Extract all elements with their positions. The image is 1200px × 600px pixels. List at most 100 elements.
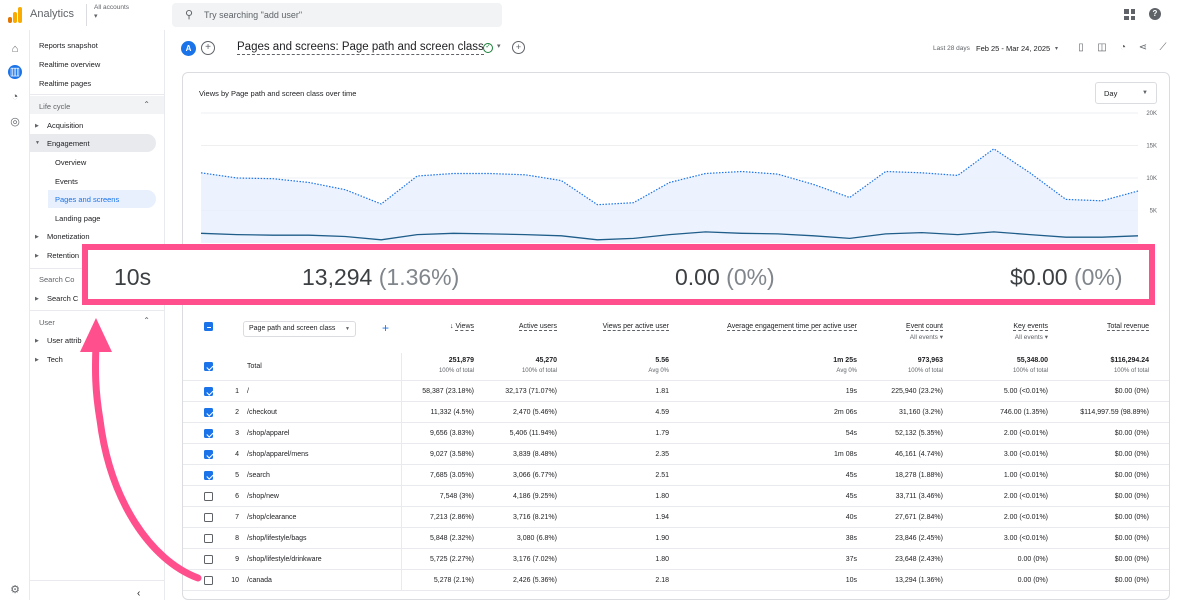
cell-events: 23,846 (2.45%) bbox=[895, 535, 943, 542]
segment-avatar[interactable]: A bbox=[181, 41, 196, 56]
col-views-per-user[interactable]: Views per active user bbox=[602, 323, 669, 331]
event-filter-dropdown[interactable]: All events ▾ bbox=[909, 334, 943, 341]
row-checkbox[interactable] bbox=[204, 429, 213, 438]
table-row[interactable]: 4/shop/apparel/mens 9,027 (3.58%) 3,839 (8… bbox=[183, 444, 1169, 465]
col-key-events[interactable]: Key events All events ▾ bbox=[1013, 323, 1048, 341]
app-name[interactable]: Analytics bbox=[30, 8, 75, 20]
search-input[interactable]: Try searching "add user" bbox=[204, 10, 303, 20]
report-card: Views by Page path and screen class over… bbox=[182, 72, 1170, 600]
sidebar-item-retention[interactable]: Retention bbox=[47, 251, 80, 260]
col-event-count[interactable]: Event count All events ▾ bbox=[906, 323, 943, 341]
add-comparison-button[interactable]: + bbox=[201, 41, 215, 55]
help-icon[interactable]: ? bbox=[1149, 8, 1161, 20]
table-row[interactable]: 1 / 58,387 (23.18%) 32,173 (71.07%) 1.81 19s 2… bbox=[183, 381, 1169, 402]
sidebar-item-acquisition[interactable]: Acquisition bbox=[47, 121, 84, 130]
row-page-path[interactable]: /shop/new bbox=[247, 493, 279, 500]
col-views[interactable]: ↓ Views bbox=[450, 323, 474, 331]
row-checkbox[interactable] bbox=[204, 555, 213, 564]
table-row[interactable]: 3/shop/apparel 9,656 (3.83%) 5,406 (11.94%… bbox=[183, 423, 1169, 444]
col-total-revenue-label: Total revenue bbox=[1106, 323, 1149, 331]
row-page-path[interactable]: /shop/apparel bbox=[247, 430, 290, 437]
add-filter-button[interactable]: + bbox=[512, 41, 525, 54]
sidebar-item-landing-page[interactable]: Landing page bbox=[55, 214, 101, 223]
compare-icon[interactable]: ◫ bbox=[1097, 42, 1107, 53]
row-number: 2 bbox=[235, 409, 239, 416]
table-row[interactable]: 8/shop/lifestyle/bags 5,848 (2.32%) 3,080 … bbox=[183, 528, 1169, 549]
page-title[interactable]: Pages and screens: Page path and screen … bbox=[237, 41, 484, 55]
row-page-path[interactable]: /shop/clearance bbox=[247, 514, 297, 521]
sidebar-item-engagement[interactable]: ▼ Engagement bbox=[30, 134, 156, 152]
advertising-icon[interactable]: ◎ bbox=[10, 116, 20, 128]
cell-vpu: 1.90 bbox=[655, 535, 669, 542]
collapse-sidebar-icon[interactable]: ‹ bbox=[137, 588, 141, 599]
insights-icon[interactable]: ◔ bbox=[1119, 42, 1127, 53]
trend-icon[interactable]: ⟋ bbox=[1159, 42, 1167, 53]
dimension-dropdown[interactable]: Page path and screen class ▼ bbox=[243, 321, 356, 337]
chevron-down-icon: ▼ bbox=[345, 326, 350, 332]
col-total-revenue[interactable]: Total revenue bbox=[1106, 323, 1149, 331]
sidebar-item-tech[interactable]: Tech bbox=[47, 355, 63, 364]
col-avg-engagement[interactable]: Average engagement time per active user bbox=[727, 323, 857, 331]
chevron-down-icon[interactable]: ▾ bbox=[1055, 46, 1059, 52]
apps-grid-icon[interactable] bbox=[1124, 9, 1135, 20]
sidebar-item-pages-and-screens[interactable]: Pages and screens bbox=[48, 190, 156, 208]
cell-vpu: 1.79 bbox=[655, 430, 669, 437]
expand-arrow-icon: ▶ bbox=[35, 123, 39, 129]
row-checkbox[interactable] bbox=[204, 408, 213, 417]
report-header: A + Pages and screens: Page path and scr… bbox=[165, 35, 1200, 65]
y-tick-label: 10K bbox=[1146, 176, 1157, 182]
table-row[interactable]: 6/shop/new 7,548 (3%) 4,186 (9.25%) 1.80 45s… bbox=[183, 486, 1169, 507]
add-dimension-button[interactable]: + bbox=[382, 321, 390, 335]
row-checkbox[interactable] bbox=[204, 450, 213, 459]
analytics-logo-icon[interactable] bbox=[8, 7, 22, 23]
sidebar-item-realtime-overview[interactable]: Realtime overview bbox=[39, 60, 101, 69]
row-checkbox[interactable] bbox=[204, 534, 213, 543]
key-event-filter-dropdown[interactable]: All events ▾ bbox=[1014, 334, 1048, 341]
sidebar-item-search-console[interactable]: Search C bbox=[47, 294, 79, 303]
customize-report-icon[interactable]: ▯ bbox=[1078, 42, 1084, 53]
row-checkbox[interactable] bbox=[204, 471, 213, 480]
chevron-up-icon[interactable]: ⌃ bbox=[143, 316, 150, 325]
search-bar[interactable]: ⚲ Try searching "add user" bbox=[172, 3, 502, 27]
sidebar-item-user-attributes[interactable]: User attrib bbox=[47, 336, 82, 345]
sidebar-item-realtime-pages[interactable]: Realtime pages bbox=[39, 79, 92, 88]
totals-checkbox[interactable] bbox=[204, 362, 213, 371]
table-row[interactable]: 10/canada 5,278 (2.1%) 2,426 (5.36%) 2.18 10… bbox=[183, 570, 1169, 591]
share-icon[interactable]: ⋖ bbox=[1138, 42, 1148, 53]
callout-engagement-time: 10s bbox=[114, 264, 152, 290]
home-icon[interactable]: ⌂ bbox=[11, 43, 19, 55]
row-checkbox[interactable] bbox=[204, 492, 213, 501]
chevron-down-icon[interactable]: ▾ bbox=[497, 43, 501, 50]
sidebar-item-overview[interactable]: Overview bbox=[55, 158, 87, 167]
account-selector[interactable]: All accounts ▾ bbox=[86, 4, 129, 26]
sidebar-item-events[interactable]: Events bbox=[55, 177, 78, 186]
settings-gear-icon[interactable]: ⚙ bbox=[10, 584, 20, 596]
total-revenue: $116,294.24 bbox=[1110, 357, 1149, 364]
row-page-path[interactable]: /shop/lifestyle/bags bbox=[247, 535, 307, 542]
row-checkbox[interactable] bbox=[204, 513, 213, 522]
table-row[interactable]: 5/search 7,685 (3.05%) 3,066 (6.77%) 2.51 45… bbox=[183, 465, 1169, 486]
table-row[interactable]: 9/shop/lifestyle/drinkware 5,725 (2.27%) 3… bbox=[183, 549, 1169, 570]
row-page-path[interactable]: / bbox=[247, 388, 249, 395]
sidebar-item-monetization[interactable]: Monetization bbox=[47, 232, 90, 241]
row-page-path[interactable]: /shop/lifestyle/drinkware bbox=[247, 556, 322, 563]
row-page-path[interactable]: /canada bbox=[247, 577, 272, 584]
reports-icon[interactable]: ▥ bbox=[8, 65, 22, 79]
cell-aet: 54s bbox=[845, 430, 857, 437]
granularity-dropdown[interactable]: Day ▼ bbox=[1095, 82, 1157, 104]
row-checkbox[interactable] bbox=[204, 576, 213, 585]
row-page-path[interactable]: /search bbox=[247, 472, 270, 479]
col-active-users[interactable]: Active users bbox=[518, 323, 557, 331]
date-range-picker[interactable]: Feb 25 - Mar 24, 2025 bbox=[976, 44, 1051, 53]
select-all-checkbox[interactable] bbox=[204, 322, 213, 331]
row-page-path[interactable]: /checkout bbox=[247, 409, 277, 416]
row-page-path[interactable]: /shop/apparel/mens bbox=[247, 451, 309, 458]
table-row[interactable]: 7/shop/clearance 7,213 (2.86%) 3,716 (8.21… bbox=[183, 507, 1169, 528]
table-row[interactable]: 2/checkout 11,332 (4.5%) 2,470 (5.46%) 4.59… bbox=[183, 402, 1169, 423]
row-checkbox[interactable] bbox=[204, 387, 213, 396]
sidebar-item-reports-snapshot[interactable]: Reports snapshot bbox=[39, 41, 98, 50]
lifecycle-section-header[interactable]: Life cycle ⌃ bbox=[30, 96, 164, 114]
explore-icon[interactable]: ◔ bbox=[11, 91, 19, 103]
expand-arrow-icon: ▶ bbox=[35, 253, 39, 259]
top-bar: Analytics All accounts ▾ ⚲ Try searching… bbox=[0, 0, 1200, 30]
